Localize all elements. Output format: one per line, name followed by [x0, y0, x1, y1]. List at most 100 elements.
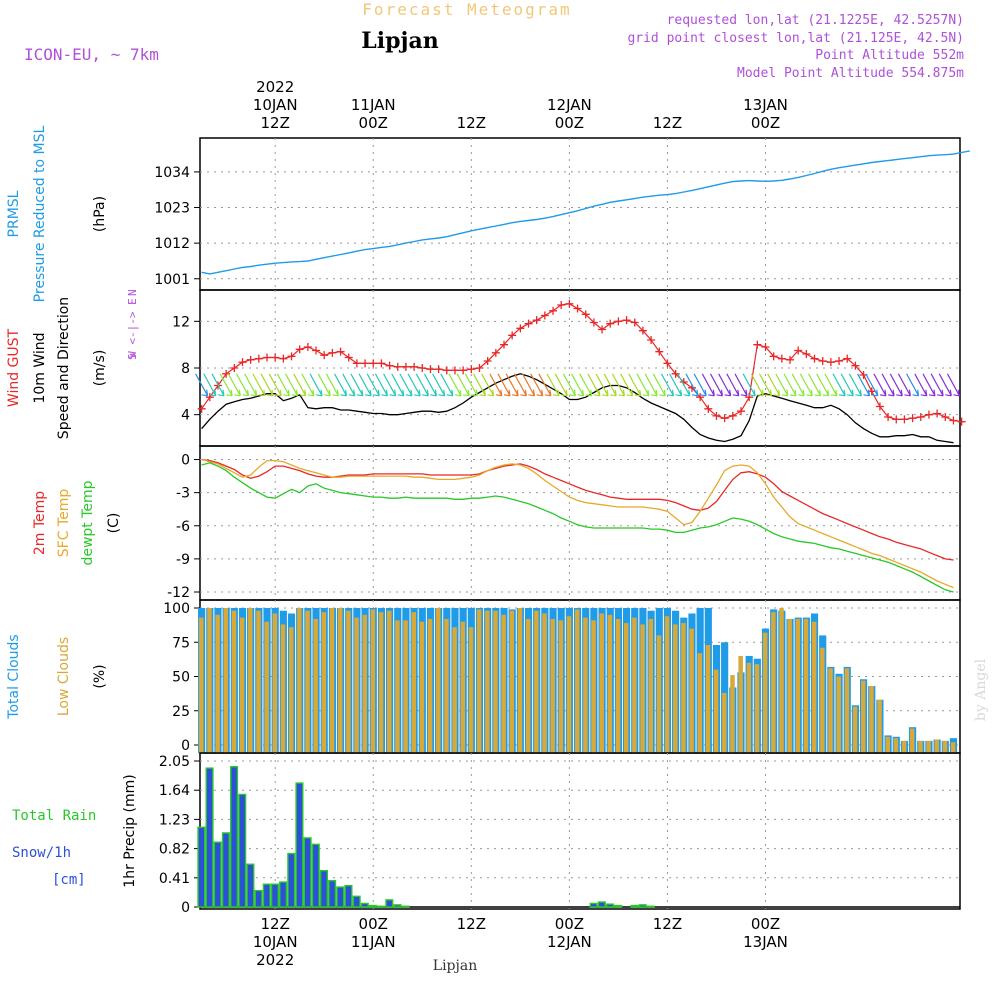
wind-arrow	[521, 373, 536, 397]
low-cloud-bar	[795, 618, 801, 753]
wind-arrow	[350, 373, 364, 397]
wind-arrow	[432, 373, 446, 397]
wind-arrow	[244, 373, 258, 397]
low-cloud-bar	[623, 623, 629, 753]
grid-point-coords: grid point closest lon,lat (21.125E, 42.…	[627, 31, 964, 46]
top-time-label: 00Z	[555, 114, 584, 132]
low-cloud-bar	[852, 706, 858, 753]
gust-marker	[540, 311, 549, 320]
series-label: Pressure Reduced to MSL	[32, 125, 48, 302]
low-cloud-bar	[918, 740, 923, 753]
gust-marker	[957, 417, 966, 426]
wind-arrow	[636, 373, 650, 397]
pressure-line	[201, 150, 970, 275]
precip-bar	[270, 883, 279, 908]
wind-arrow	[677, 373, 691, 397]
wind-arrow	[930, 373, 944, 397]
gust-marker	[401, 362, 410, 371]
gust-marker	[875, 402, 884, 411]
low-cloud-bar	[525, 618, 531, 753]
low-cloud-bar	[640, 624, 645, 753]
low-cloud-bar	[207, 608, 212, 753]
gust-marker	[851, 361, 860, 370]
precip-bar	[360, 902, 369, 908]
top-time-label: 12Z	[260, 114, 289, 132]
low-cloud-bar	[942, 740, 948, 753]
bottom-time-label: 13JAN	[743, 933, 788, 951]
wind-arrow	[620, 373, 634, 397]
wind-arrow	[865, 373, 879, 397]
gust-marker	[483, 357, 492, 365]
precip-bar	[319, 869, 329, 908]
unit-label: (m/s)	[92, 350, 108, 387]
low-cloud-bar	[615, 618, 621, 753]
series-label: Snow/1h	[12, 845, 71, 861]
wind-arrow	[848, 373, 862, 397]
wind-arrow	[268, 373, 282, 397]
top-time-label: 2022	[256, 78, 294, 96]
low-cloud-bar	[354, 617, 359, 753]
temp-line	[201, 458, 954, 561]
gust-marker	[263, 353, 272, 362]
low-cloud-bar	[779, 608, 784, 753]
gust-marker	[736, 407, 745, 416]
gust-marker	[434, 365, 443, 374]
low-cloud-bar	[509, 610, 515, 753]
precip-bar	[614, 904, 623, 908]
low-cloud-bar	[419, 621, 425, 753]
low-cloud-bar	[387, 610, 392, 753]
low-cloud-bar	[436, 608, 441, 753]
low-cloud-bar	[231, 610, 237, 753]
precip-bar	[352, 895, 361, 908]
series-label: Total Clouds	[6, 634, 22, 719]
low-cloud-bar	[689, 628, 694, 753]
low-cloud-bar	[583, 617, 588, 753]
y-tick-label: 1.64	[159, 783, 190, 799]
y-tick-label: 100	[163, 601, 190, 617]
wind-arrow	[832, 373, 846, 397]
gust-marker	[818, 357, 827, 365]
gust-marker	[573, 304, 582, 313]
gust-marker	[745, 393, 754, 402]
y-tick-label: 0.82	[159, 842, 190, 858]
compass-ew: W <-|-> E	[126, 298, 139, 358]
low-cloud-bar	[681, 623, 686, 753]
wind-arrow	[481, 373, 495, 397]
low-cloud-bar	[215, 614, 220, 753]
chart-title: Forecast Meteogram	[362, 0, 571, 19]
gust-marker	[916, 413, 925, 421]
gust-marker	[598, 325, 607, 334]
low-cloud-bar	[705, 644, 711, 753]
wind-arrow	[399, 373, 413, 397]
wind-arrow	[669, 373, 683, 397]
low-cloud-bar	[534, 610, 539, 753]
gust-marker	[230, 364, 239, 372]
gust-marker	[549, 306, 558, 315]
low-cloud-bar	[248, 608, 253, 753]
y-tick-label: 50	[172, 670, 190, 686]
wind-arrow	[611, 373, 626, 397]
point-altitude: Point Altitude 552m	[815, 48, 964, 63]
low-cloud-bar	[787, 618, 792, 753]
wind-arrow	[857, 373, 871, 397]
wind-arrow	[227, 373, 241, 397]
gust-marker	[704, 404, 713, 413]
wind-arrow	[366, 373, 380, 397]
precip-bar	[393, 904, 402, 908]
wind-arrow	[415, 373, 429, 397]
low-cloud-bar	[305, 610, 310, 753]
gust-marker	[777, 354, 786, 363]
gust-marker	[328, 348, 337, 357]
wind-arrow	[235, 373, 250, 397]
wind-arrow	[914, 373, 928, 397]
gust-marker	[491, 348, 500, 357]
low-cloud-bar	[501, 614, 506, 753]
wind-compass: N W <-|-> E S	[126, 289, 139, 360]
series-label: dewpt Temp	[80, 480, 96, 565]
gust-marker	[696, 393, 705, 402]
gust-marker	[442, 366, 451, 375]
wind-arrow	[889, 373, 903, 397]
gust-marker	[655, 347, 664, 356]
precip-bar	[646, 905, 655, 908]
gust-marker	[802, 350, 811, 358]
